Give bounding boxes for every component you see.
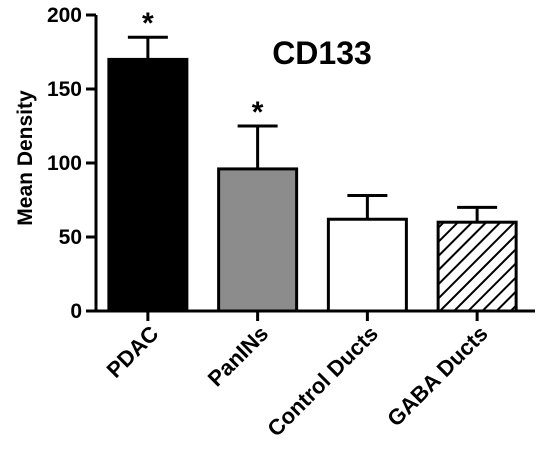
y-tick-label: 50 (59, 226, 82, 249)
category-label: PDAC (102, 321, 164, 383)
bar-control-ducts (326, 217, 408, 313)
bars-group: ** (107, 7, 518, 313)
category-label: Control Ducts (262, 321, 383, 442)
significance-marker: * (252, 96, 264, 129)
y-tick-label: 150 (47, 78, 82, 101)
category-label: PanINs (203, 321, 273, 391)
y-axis: 0 50 100 150 200 (47, 4, 98, 323)
category-label: GABA Ducts (382, 321, 492, 431)
bar-panins (217, 167, 299, 313)
significance-marker: * (142, 7, 154, 40)
y-axis-label: Mean Density (14, 90, 37, 226)
y-tick-label: 0 (70, 300, 82, 323)
chart-title: CD133 (272, 35, 372, 71)
y-tick-label: 200 (47, 4, 82, 27)
y-tick-label: 100 (47, 152, 82, 175)
bar-pdac (107, 57, 189, 313)
bar-gaba-ducts (436, 220, 518, 313)
